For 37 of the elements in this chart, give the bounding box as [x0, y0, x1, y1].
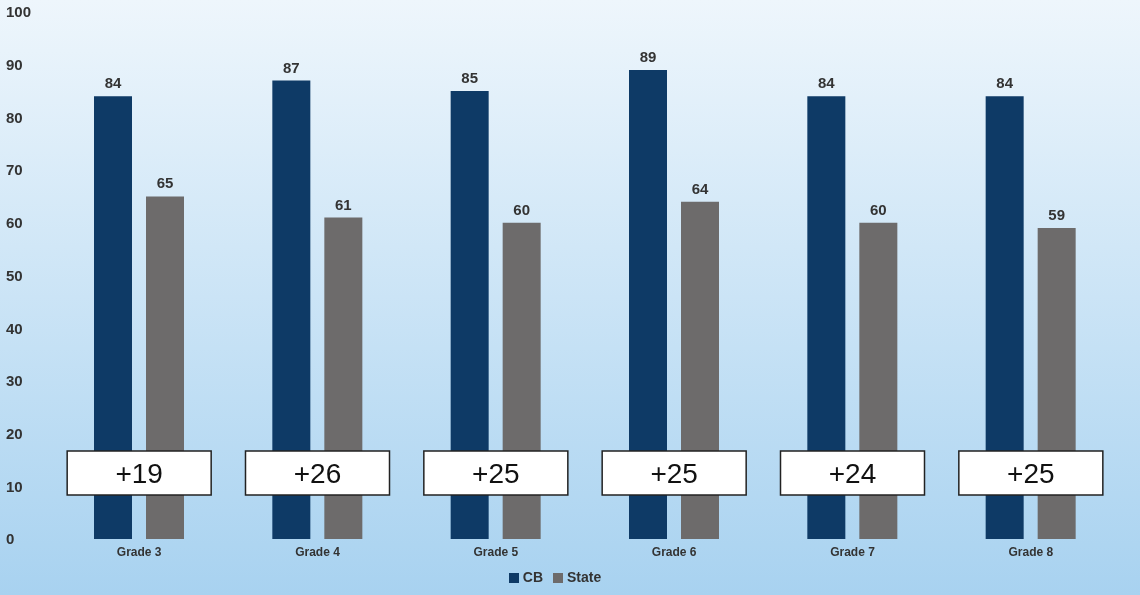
data-label: 84: [104, 74, 122, 92]
data-label: 64: [691, 179, 709, 197]
y-tick-label: 100: [6, 3, 32, 21]
y-tick-label: 10: [6, 477, 23, 495]
data-label: 65: [156, 174, 174, 192]
annotation: +19: [115, 458, 163, 489]
data-label: 61: [334, 195, 352, 213]
x-tick-label: Grade 5: [473, 544, 519, 559]
x-tick-label: Grade 8: [1008, 544, 1054, 559]
annotation: +26: [293, 458, 342, 489]
data-label: 84: [996, 74, 1014, 92]
legend-label: CB: [522, 569, 543, 585]
y-tick-label: 90: [6, 56, 23, 74]
y-tick-label: 0: [6, 530, 15, 548]
data-label: 84: [817, 74, 836, 92]
x-tick-label: Grade 3: [116, 544, 162, 559]
x-tick-label: Grade 6: [651, 544, 697, 559]
data-label: 60: [513, 200, 531, 218]
data-label: 87: [282, 58, 300, 76]
data-label: 89: [639, 47, 657, 65]
y-tick-label: 60: [6, 214, 23, 232]
x-tick-label: Grade 4: [295, 544, 341, 559]
annotation: +25: [650, 458, 698, 489]
annotation: +25: [472, 458, 520, 489]
data-label: 59: [1048, 206, 1066, 224]
y-tick-label: 80: [6, 108, 23, 126]
y-tick-label: 50: [6, 266, 23, 284]
annotation: +24: [828, 458, 877, 489]
data-label: 85: [461, 69, 479, 87]
y-tick-label: 20: [6, 424, 23, 442]
y-tick-label: 30: [6, 372, 23, 390]
y-tick-label: 40: [6, 319, 23, 337]
data-label: 60: [869, 200, 887, 218]
legend-label: State: [567, 569, 602, 585]
annotation: +25: [1007, 458, 1055, 489]
x-tick-label: Grade 7: [830, 544, 876, 559]
y-tick-label: 70: [6, 161, 23, 179]
